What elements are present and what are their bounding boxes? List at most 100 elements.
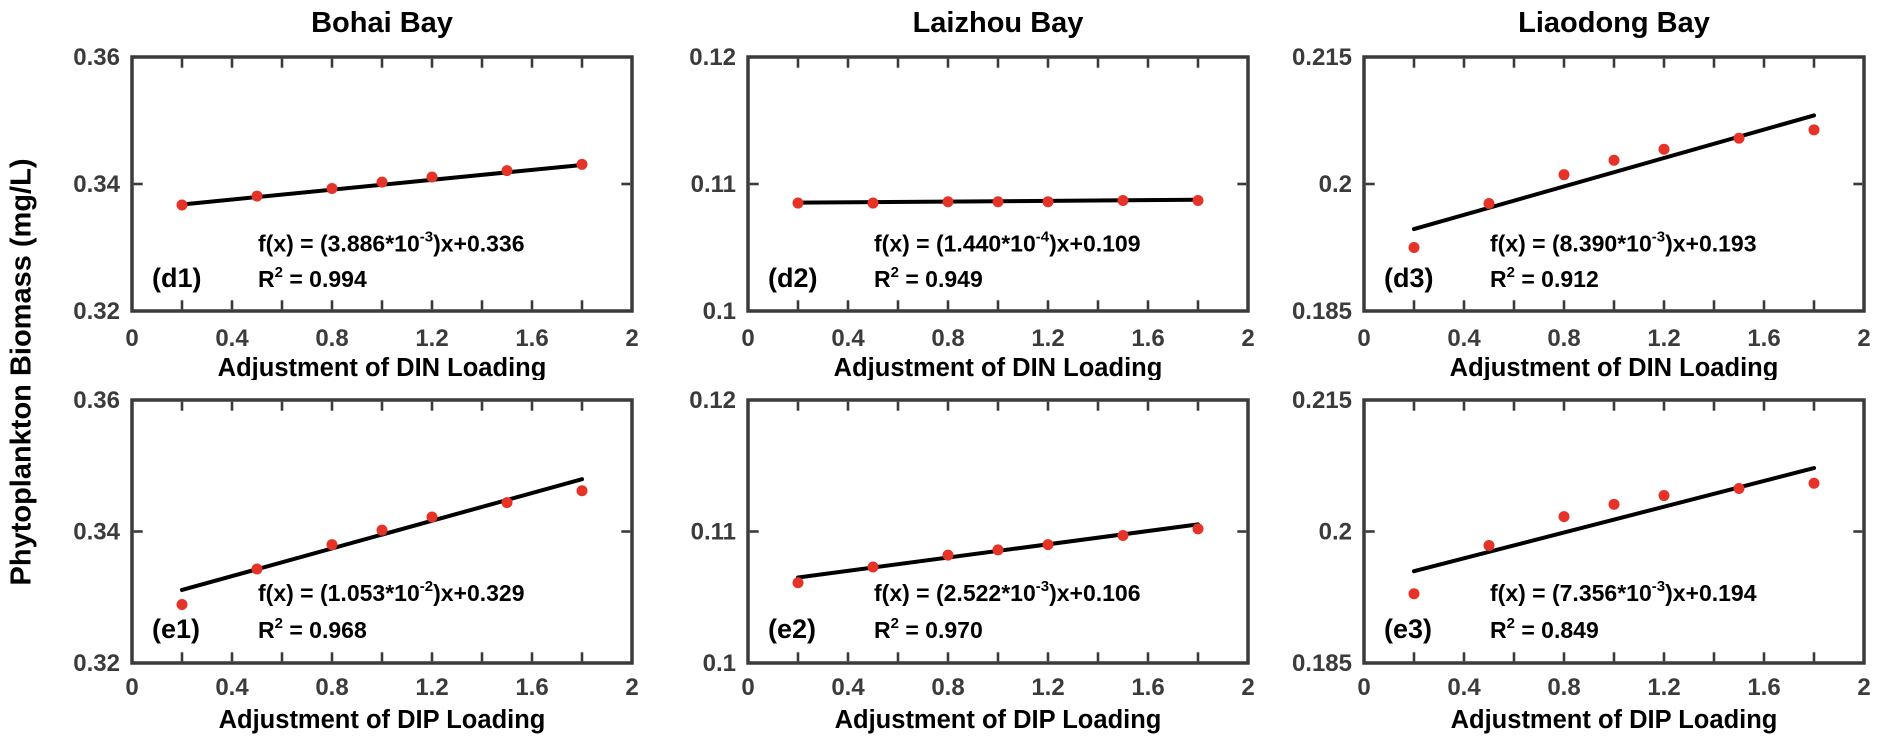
- fit-line: [1412, 113, 1816, 232]
- data-point: [992, 544, 1004, 556]
- data-point: [426, 511, 438, 523]
- x-tick-label: 0.8: [931, 325, 964, 352]
- data-point: [1608, 498, 1620, 510]
- x-axis-title: Adjustment of DIP Loading: [835, 706, 1162, 734]
- x-tick-label: 2: [1241, 325, 1254, 352]
- fit-equation: f(x) = (7.356*10-3)x+0.194: [1490, 578, 1757, 606]
- data-point: [376, 524, 388, 536]
- y-tick-label: 0.1: [703, 298, 736, 325]
- x-tick-label: 1.6: [1131, 674, 1164, 701]
- data-point: [1608, 154, 1620, 166]
- data-point: [1808, 477, 1820, 489]
- data-point: [1117, 529, 1129, 541]
- data-point: [576, 158, 588, 170]
- x-tick-label: 0: [125, 325, 138, 352]
- data-point: [1558, 511, 1570, 523]
- r-squared: R2 = 0.994: [258, 264, 367, 292]
- r-squared: R2 = 0.968: [258, 615, 367, 643]
- panel-e1: 0 0.4 0.8 1.2 1.6 2 0.32 0.34 0.36 f(x) = (1.053*…: [73, 387, 638, 734]
- data-point: [1558, 169, 1570, 181]
- panel-tag: (e3): [1384, 614, 1432, 644]
- y-tick-label: 0.12: [689, 387, 736, 414]
- panel-tag: (d1): [152, 263, 202, 293]
- panel-d3: 0 0.4 0.8 1.2 1.6 2 0.185 0.2 0.215 f(x) = (8.390…: [1292, 7, 1871, 380]
- x-tick-label: 0: [1357, 325, 1370, 352]
- data-point: [576, 485, 588, 497]
- panel-d2: 0 0.4 0.8 1.2 1.6 2 0.1 0.11 0.12 f(x) = (1.440*1…: [689, 7, 1254, 380]
- data-point: [251, 563, 263, 575]
- data-point: [1733, 483, 1745, 495]
- data-point: [176, 598, 188, 610]
- panel-tag: (e1): [152, 614, 200, 644]
- data-point: [1042, 196, 1054, 208]
- y-tick-label: 0.2: [1319, 171, 1352, 198]
- x-tick-label: 0: [125, 674, 138, 701]
- x-tick-label: 1.2: [1031, 325, 1064, 352]
- data-point: [1192, 523, 1204, 535]
- panel-title: Bohai Bay: [311, 7, 453, 39]
- data-point: [501, 497, 513, 509]
- data-point: [1658, 490, 1670, 502]
- y-tick-label: 0.34: [73, 519, 120, 546]
- x-tick-label: 1.6: [1131, 325, 1164, 352]
- fit-equation: f(x) = (8.390*10-3)x+0.193: [1490, 228, 1757, 256]
- data-point: [1408, 242, 1420, 253]
- r-squared: R2 = 0.949: [874, 264, 983, 292]
- y-tick-label: 0.34: [73, 171, 120, 198]
- r-squared: R2 = 0.970: [874, 615, 983, 643]
- x-tick-label: 0: [741, 674, 754, 701]
- x-tick-label: 0.8: [1547, 674, 1580, 701]
- x-tick-label: 2: [1857, 325, 1870, 352]
- plot-frame: [1362, 398, 1866, 665]
- data-point: [1808, 124, 1820, 136]
- y-tick-label: 0.185: [1292, 298, 1352, 325]
- x-tick-label: 2: [1241, 674, 1254, 701]
- data-point: [1483, 197, 1495, 209]
- plot-frame: [746, 55, 1250, 313]
- fit-line: [1412, 466, 1816, 574]
- data-point: [867, 561, 879, 573]
- y-tick-label: 0.1: [703, 650, 736, 677]
- y-tick-label: 0.215: [1292, 44, 1352, 71]
- data-point: [1658, 143, 1670, 155]
- x-tick-label: 2: [625, 674, 638, 701]
- fit-equation: f(x) = (1.440*10-4)x+0.109: [874, 228, 1141, 256]
- x-tick-label: 0.4: [215, 325, 249, 352]
- x-axis-title: Adjustment of DIP Loading: [1451, 706, 1778, 734]
- x-tick-label: 0.4: [831, 674, 865, 701]
- x-tick-label: 1.6: [515, 325, 548, 352]
- x-axis-title: Adjustment of DIN Loading: [834, 354, 1163, 380]
- fit-equation: f(x) = (2.522*10-3)x+0.106: [874, 578, 1141, 606]
- x-tick-label: 0.8: [1547, 325, 1580, 352]
- x-tick-label: 1.6: [1747, 674, 1780, 701]
- panel-tag: (e2): [768, 614, 816, 644]
- x-axis-title: Adjustment of DIP Loading: [219, 706, 546, 734]
- x-tick-label: 1.6: [1747, 325, 1780, 352]
- y-tick-label: 0.2: [1319, 519, 1352, 546]
- y-tick-label: 0.11: [691, 519, 736, 546]
- data-point: [1408, 588, 1420, 600]
- data-point: [942, 196, 954, 208]
- panel-tag: (d3): [1384, 263, 1434, 293]
- data-point: [792, 197, 804, 209]
- data-point: [867, 197, 879, 209]
- panel-title: Laizhou Bay: [913, 7, 1084, 39]
- x-tick-label: 1.6: [515, 674, 548, 701]
- panel-e3: 0 0.4 0.8 1.2 1.6 2 0.185 0.2 0.215 f(x) = (7.356…: [1292, 387, 1871, 734]
- x-tick-label: 0: [1357, 674, 1370, 701]
- x-axis-title: Adjustment of DIN Loading: [218, 354, 547, 380]
- r-squared: R2 = 0.849: [1490, 615, 1599, 643]
- x-tick-label: 0.8: [315, 325, 348, 352]
- x-tick-label: 0.4: [1447, 325, 1481, 352]
- data-point: [792, 577, 804, 589]
- chart-grid: 0 0.4 0.8 1.2 1.6 2 0.32 0.34 0.36 f(x) = (3.886*…: [32, 0, 1880, 745]
- y-tick-label: 0.215: [1292, 387, 1352, 414]
- data-point: [326, 539, 338, 551]
- data-point: [251, 190, 263, 202]
- x-tick-label: 0.8: [315, 674, 348, 701]
- x-tick-label: 1.2: [1647, 674, 1680, 701]
- y-tick-label: 0.32: [73, 650, 120, 677]
- data-point: [1192, 195, 1204, 207]
- x-tick-label: 2: [625, 325, 638, 352]
